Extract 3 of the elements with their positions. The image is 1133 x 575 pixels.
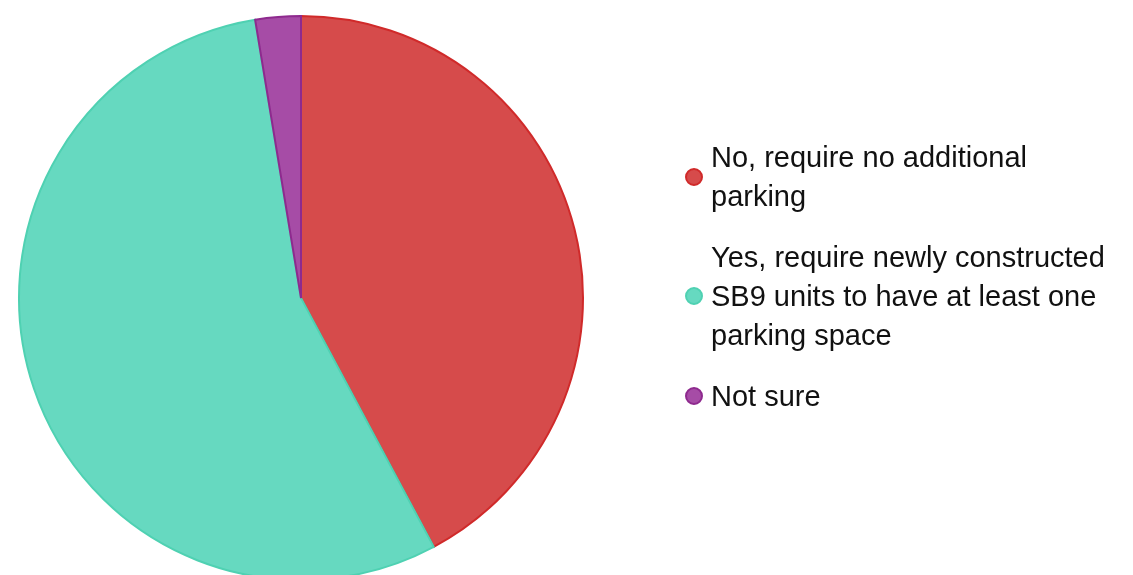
- legend-label: No, require no additional parking: [711, 139, 1028, 214]
- legend-label: Yes, require newly constructed SB9 units to have at least one parking space: [711, 239, 1106, 353]
- legend-label: Not sure: [711, 378, 821, 414]
